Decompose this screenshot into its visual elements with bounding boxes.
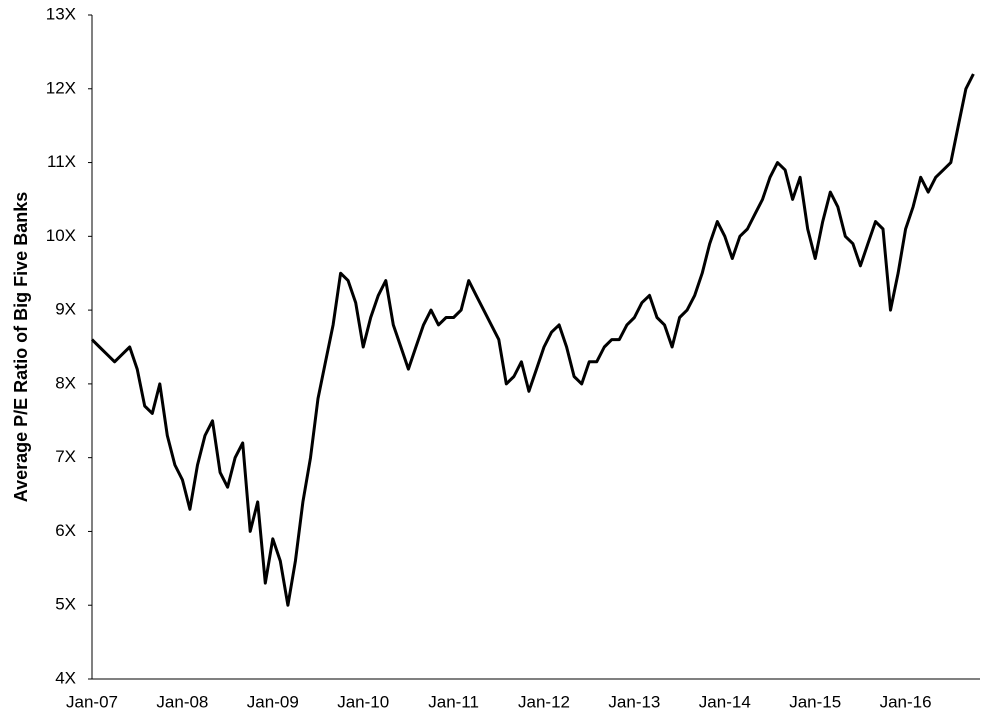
y-axis-label: Average P/E Ratio of Big Five Banks [11, 192, 31, 502]
y-tick-label: 4X [55, 668, 76, 687]
y-tick-label: 6X [55, 521, 76, 540]
x-tick-label: Jan-16 [880, 692, 932, 711]
x-tick-label: Jan-09 [247, 692, 299, 711]
x-tick-label: Jan-08 [156, 692, 208, 711]
x-tick-label: Jan-14 [699, 692, 751, 711]
y-tick-label: 12X [46, 78, 76, 97]
x-tick-label: Jan-07 [66, 692, 118, 711]
line [90, 73, 975, 607]
x-tick-label: Jan-13 [608, 692, 660, 711]
y-tick-label: 9X [55, 300, 76, 319]
x-tick-label: Jan-15 [789, 692, 841, 711]
y-tick-label: 5X [55, 595, 76, 614]
y-tick-label: 11X [47, 152, 76, 171]
y-tick-label: 8X [55, 373, 76, 392]
x-tick-label: Jan-11 [428, 692, 479, 711]
x-tick-label: Jan-10 [337, 692, 389, 711]
y-tick-label: 7X [55, 447, 76, 466]
y-tick-label: 10X [46, 226, 76, 245]
y-tick-label: 13X [46, 4, 76, 23]
x-tick-label: Jan-12 [518, 692, 570, 711]
